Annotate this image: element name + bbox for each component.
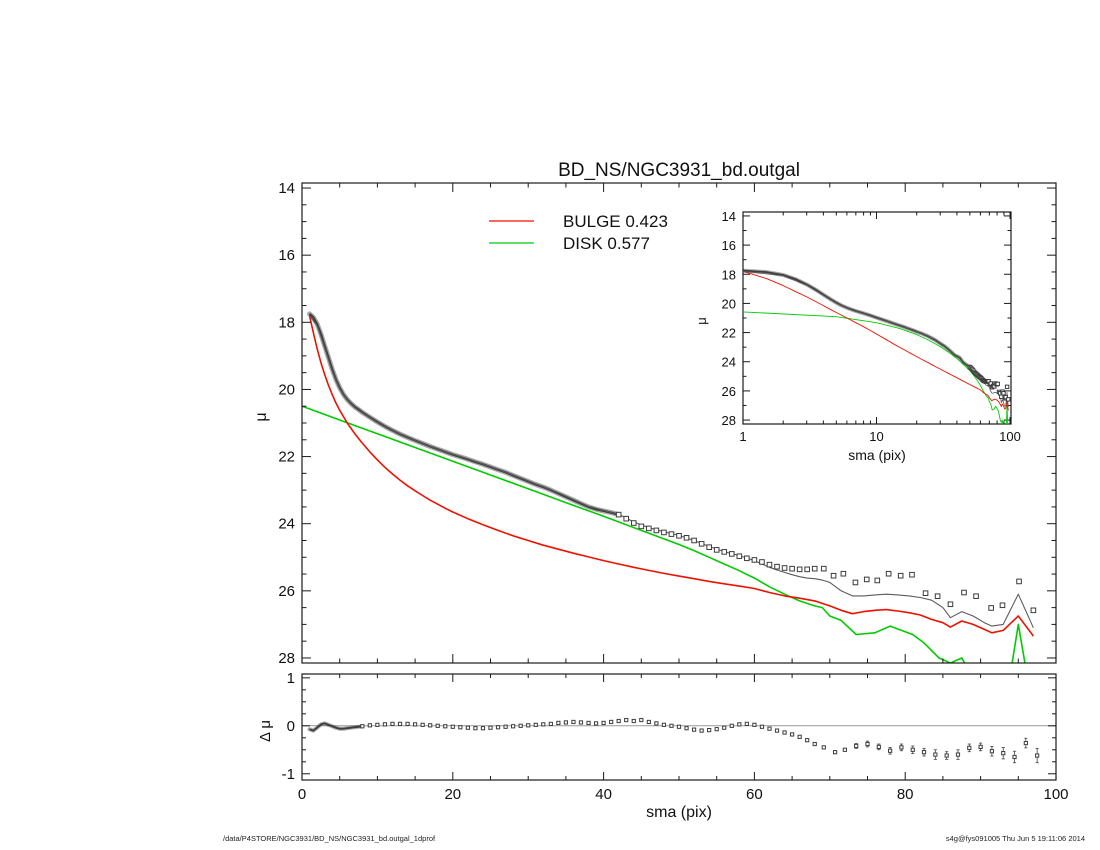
inset-x-axis-title: sma (pix) bbox=[848, 447, 906, 463]
residual-y-axis-title: Δ μ bbox=[257, 720, 274, 742]
svg-text:14: 14 bbox=[722, 209, 736, 224]
svg-text:0: 0 bbox=[287, 718, 295, 735]
svg-text:10: 10 bbox=[869, 429, 883, 444]
svg-text:16: 16 bbox=[278, 247, 295, 264]
inset-plot-axes-bg: 1 10 100 14 16 18 20 22 24 26 28 bbox=[722, 209, 1021, 444]
legend: BULGE 0.423 DISK 0.577 bbox=[489, 212, 668, 253]
main-plot-series bbox=[302, 311, 1037, 663]
residual-plot-series bbox=[302, 717, 1056, 764]
svg-text:1: 1 bbox=[287, 670, 295, 687]
svg-text:60: 60 bbox=[746, 786, 763, 803]
svg-text:100: 100 bbox=[1043, 786, 1068, 803]
svg-text:80: 80 bbox=[897, 786, 914, 803]
x-axis-title: sma (pix) bbox=[646, 804, 712, 821]
svg-text:20: 20 bbox=[722, 296, 736, 311]
main-plot-axes: 14 16 18 20 22 24 26 28 bbox=[278, 180, 1057, 667]
svg-text:20: 20 bbox=[278, 381, 295, 398]
svg-text:1: 1 bbox=[739, 429, 746, 444]
svg-text:18: 18 bbox=[278, 314, 295, 331]
svg-text:22: 22 bbox=[722, 326, 736, 341]
svg-text:0: 0 bbox=[298, 786, 306, 803]
legend-bulge-label: BULGE 0.423 bbox=[563, 212, 668, 231]
svg-text:28: 28 bbox=[278, 650, 295, 667]
svg-text:40: 40 bbox=[595, 786, 612, 803]
svg-text:26: 26 bbox=[722, 384, 736, 399]
svg-text:16: 16 bbox=[722, 238, 736, 253]
inset-y-axis-title: μ bbox=[694, 317, 709, 325]
svg-text:26: 26 bbox=[278, 583, 295, 600]
svg-text:18: 18 bbox=[722, 267, 736, 282]
inset-plot-series bbox=[743, 268, 1011, 424]
legend-disk-label: DISK 0.577 bbox=[563, 234, 650, 253]
svg-text:14: 14 bbox=[278, 180, 295, 197]
svg-text:20: 20 bbox=[444, 786, 461, 803]
main-y-axis-title: μ bbox=[253, 412, 270, 421]
plot-title: BD_NS/NGC3931_bd.outgal bbox=[558, 160, 800, 181]
svg-text:24: 24 bbox=[278, 516, 295, 533]
footer-file-path: /data/P4STORE/NGC3931/BD_NS/NGC3931_bd.o… bbox=[223, 834, 436, 843]
svg-text:24: 24 bbox=[722, 355, 736, 370]
svg-text:28: 28 bbox=[722, 413, 736, 428]
svg-text:-1: -1 bbox=[282, 766, 295, 783]
svg-text:22: 22 bbox=[278, 449, 295, 466]
footer-user-timestamp: s4g@fys091005 Thu Jun 5 19:11:06 2014 bbox=[946, 834, 1085, 843]
svg-text:100: 100 bbox=[999, 429, 1021, 444]
